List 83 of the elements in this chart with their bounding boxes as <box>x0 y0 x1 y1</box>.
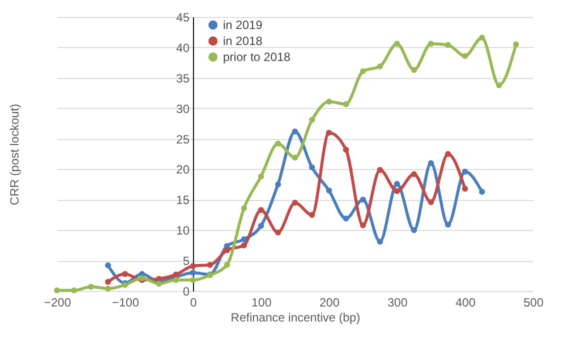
x-axis-title: Refinance incentive (bp) <box>230 310 360 324</box>
y-tick-label: 20 <box>176 162 190 177</box>
legend-label: in 2018 <box>223 34 263 48</box>
point <box>394 180 400 187</box>
point <box>190 277 196 284</box>
y-tick-label: 30 <box>176 102 190 116</box>
point <box>309 116 315 123</box>
point <box>292 128 298 134</box>
point <box>343 101 349 108</box>
point <box>360 196 366 203</box>
point <box>173 272 179 278</box>
point <box>479 34 485 41</box>
y-tick-label: 5 <box>182 254 190 268</box>
point <box>411 171 417 178</box>
point <box>394 188 400 194</box>
point <box>496 82 502 88</box>
point <box>105 278 111 285</box>
x-tick-label: 300 <box>387 296 408 310</box>
point <box>258 207 264 214</box>
point <box>343 146 349 153</box>
legend-label: prior to 2018 <box>223 50 291 64</box>
point <box>309 212 315 218</box>
y-tick-label: 40 <box>176 40 190 55</box>
point <box>377 63 383 70</box>
x-tick-label: 400 <box>455 296 476 310</box>
y-tick-label: 15 <box>176 193 190 208</box>
point <box>462 168 468 175</box>
legend-label: in 2019 <box>223 18 263 32</box>
point <box>360 222 366 228</box>
y-tick-label: 0 <box>182 284 190 298</box>
point <box>224 262 230 268</box>
point <box>292 200 298 206</box>
point <box>377 166 383 173</box>
point <box>326 188 332 194</box>
point <box>360 68 366 74</box>
point <box>88 284 94 290</box>
point <box>105 286 111 292</box>
y-tick-label: 45 <box>176 10 190 24</box>
point <box>173 277 179 284</box>
x-tick-label: 200 <box>319 296 340 310</box>
point <box>292 154 298 161</box>
point <box>122 270 128 277</box>
point <box>207 262 213 268</box>
point <box>326 98 332 105</box>
point <box>258 174 264 180</box>
point <box>343 216 349 222</box>
x-tick-label: 100 <box>251 296 272 310</box>
y-axis-title: CRR (post lockout) <box>8 104 22 206</box>
point <box>445 151 451 157</box>
point <box>224 247 230 254</box>
point <box>190 270 196 276</box>
point <box>394 40 400 47</box>
point <box>445 42 451 48</box>
point <box>275 140 281 147</box>
y-tick-label: 35 <box>176 71 190 86</box>
point <box>462 186 468 192</box>
point <box>241 205 247 212</box>
point <box>54 287 60 294</box>
point <box>377 238 383 245</box>
x-tick-label: −200 <box>44 296 72 310</box>
point <box>241 236 247 242</box>
point <box>275 230 281 236</box>
point <box>428 160 434 166</box>
point <box>428 199 434 206</box>
point <box>462 52 468 59</box>
point <box>71 287 77 294</box>
y-tick-label: 10 <box>176 224 190 238</box>
point <box>479 188 485 195</box>
point <box>411 66 417 73</box>
point <box>513 41 519 48</box>
point <box>105 262 111 268</box>
point <box>326 130 332 136</box>
y-tick-label: 25 <box>176 132 190 146</box>
point <box>190 263 196 270</box>
x-tick-label: 500 <box>523 296 544 310</box>
x-tick-label: −100 <box>112 296 140 310</box>
point <box>411 227 417 234</box>
point <box>258 222 264 229</box>
point <box>241 242 247 248</box>
point <box>275 181 281 188</box>
point <box>309 164 315 170</box>
point <box>445 222 451 228</box>
point <box>428 40 434 47</box>
